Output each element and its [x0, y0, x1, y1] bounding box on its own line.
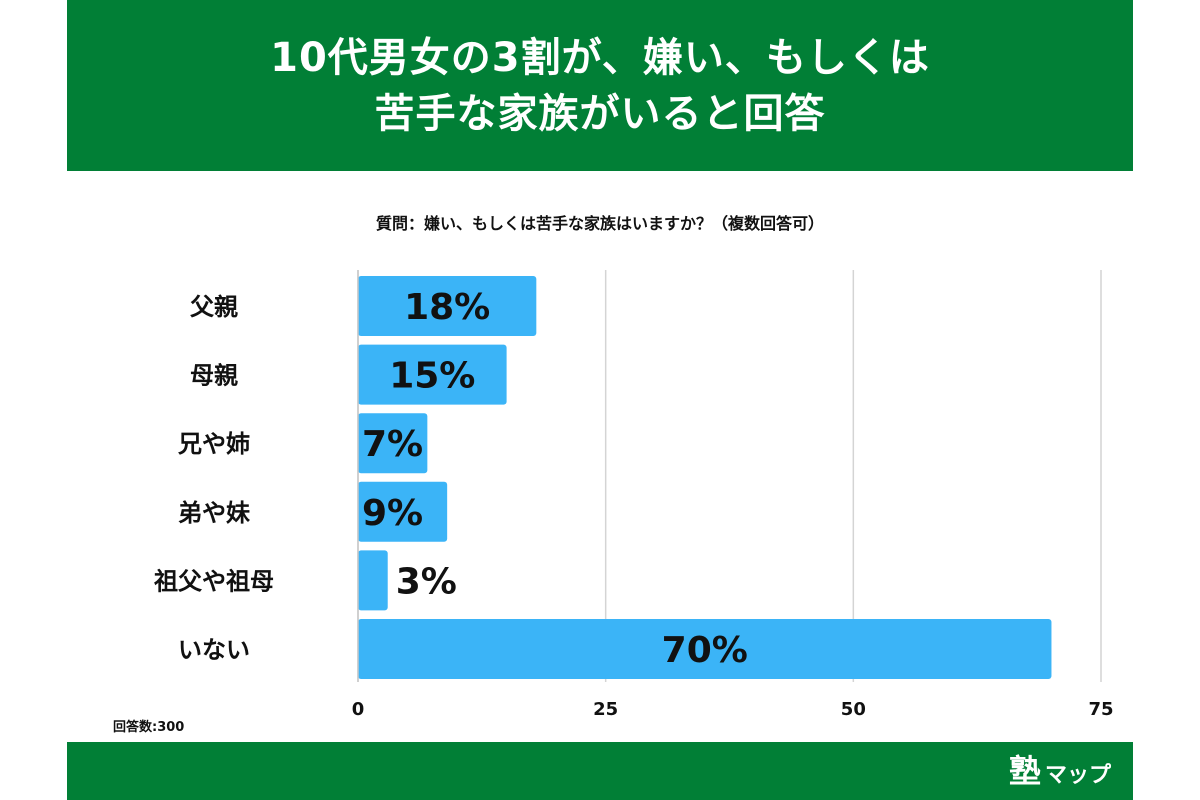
bar — [358, 550, 388, 611]
x-tick-label: 0 — [352, 699, 365, 720]
survey-question: 質問：嫌い、もしくは苦手な家族はいますか？（複数回答可） — [375, 214, 824, 233]
respondent-count: 回答数:300 — [113, 720, 185, 735]
title-line-2: 苦手な家族がいると回答 — [374, 90, 826, 137]
x-tick-label: 75 — [1088, 699, 1113, 720]
category-label: 弟や妹 — [178, 499, 250, 527]
value-label: 9% — [362, 493, 423, 534]
bar — [358, 481, 448, 542]
header-banner: 10代男女の3割が、嫌い、もしくは 苦手な家族がいると回答 — [67, 0, 1133, 171]
bar — [358, 276, 537, 336]
bar — [358, 344, 507, 405]
title-line-1: 10代男女の3割が、嫌い、もしくは — [270, 34, 930, 81]
brand-logo: 塾 マップ — [1009, 754, 1111, 793]
brand-kanji: 塾 — [1008, 752, 1041, 790]
bar — [358, 619, 1052, 679]
value-label: 15% — [389, 356, 475, 397]
category-label: 父親 — [190, 293, 238, 321]
bar — [358, 413, 428, 474]
value-label: 70% — [662, 630, 748, 671]
category-label: 母親 — [190, 362, 238, 390]
value-label: 3% — [396, 561, 457, 602]
category-label: 兄や姉 — [177, 430, 250, 458]
x-tick-label: 50 — [841, 699, 866, 720]
x-tick-label: 25 — [593, 699, 618, 720]
category-label: 祖父や祖母 — [154, 567, 274, 595]
value-label: 7% — [362, 424, 423, 465]
value-label: 18% — [404, 287, 490, 328]
footer-banner: 塾 マップ — [67, 742, 1133, 800]
brand-kana: マップ — [1044, 763, 1111, 788]
category-label: いない — [178, 636, 250, 664]
